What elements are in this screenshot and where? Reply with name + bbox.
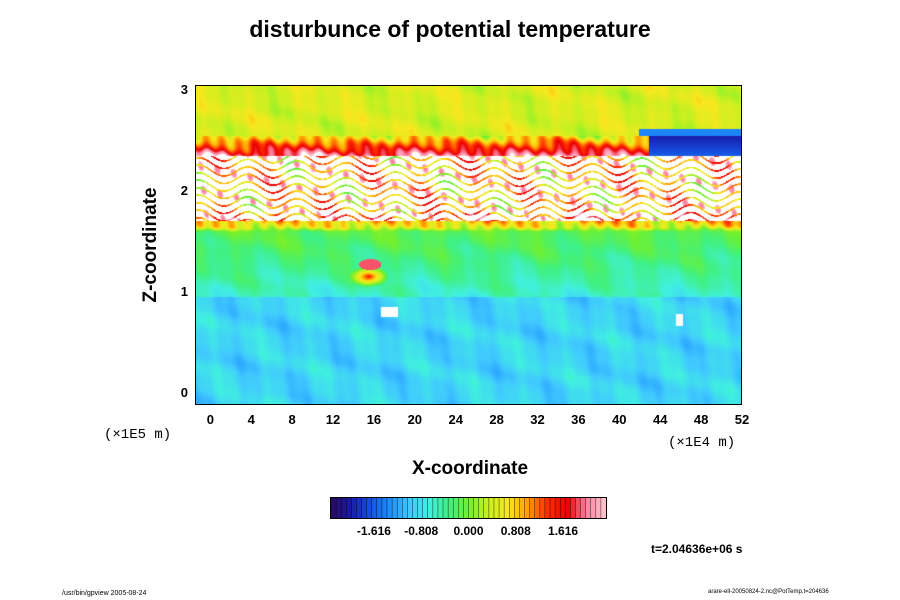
colorbar-swatch (336, 498, 342, 518)
colorbar-swatch (412, 498, 419, 518)
x-tick-label: 8 (288, 412, 296, 427)
colorbar-swatch (407, 498, 413, 518)
colorbar-swatch (331, 498, 337, 518)
chart-title: disturbunce of potential temperature (249, 16, 651, 42)
colorbar-tick-label: -0.808 (404, 524, 439, 538)
colorbar-swatch (387, 498, 393, 518)
colorbar (330, 497, 607, 519)
colorbar-swatch (381, 498, 388, 518)
colorbar-swatch (366, 498, 373, 518)
colorbar-tick-label: 0.000 (453, 524, 484, 538)
x-tick-label: 32 (530, 412, 545, 427)
colorbar-swatch (361, 498, 368, 518)
colorbar-swatch (453, 498, 459, 518)
colorbar-swatch (534, 498, 541, 518)
x-tick-label: 16 (366, 412, 382, 427)
colorbar-swatch (422, 498, 429, 518)
colorbar-swatch (560, 498, 566, 518)
colorbar-swatch (463, 498, 469, 518)
colorbar-swatch (437, 498, 444, 518)
x-tick-label: 24 (448, 412, 463, 427)
colorbar-swatch (600, 498, 607, 518)
x-tick-label: 52 (734, 412, 750, 427)
colorbar-swatch (397, 498, 403, 518)
colorbar-swatch (443, 498, 449, 518)
colorbar-swatch (549, 498, 556, 518)
colorbar-swatch (580, 498, 587, 518)
colorbar-swatch (473, 498, 480, 518)
y-tick-label: 0 (180, 384, 188, 400)
colorbar-swatch (478, 498, 485, 518)
y-axis-unit: (×1E5 m) (104, 427, 172, 443)
x-tick-label: 20 (407, 412, 423, 427)
colorbar-swatch (427, 498, 434, 518)
y-tick-label: 1 (180, 283, 188, 299)
colorbar-swatch (585, 498, 592, 518)
plot-area (195, 85, 742, 405)
x-axis-label: X-coordinate (411, 458, 529, 479)
colorbar-swatch (488, 498, 495, 518)
colorbar-swatch (499, 498, 505, 518)
x-tick-label: 48 (693, 412, 709, 427)
colorbar-swatch (504, 498, 510, 518)
colorbar-swatch (432, 498, 439, 518)
colorbar-swatch (570, 498, 576, 518)
y-tick-label: 2 (180, 182, 188, 198)
colorbar-swatch (509, 498, 515, 518)
colorbar-swatch (346, 498, 352, 518)
colorbar-swatch (371, 498, 378, 518)
colorbar-swatch (590, 498, 597, 518)
y-tick-label: 3 (180, 82, 188, 98)
colorbar-tick-label: -1.616 (356, 524, 391, 538)
colorbar-swatch (519, 498, 526, 518)
time-label: t=2.04636e+06 s (651, 542, 743, 556)
heatmap-field (196, 86, 741, 404)
x-tick-label: 4 (247, 412, 255, 427)
colorbar-tick-label: 0.808 (500, 524, 531, 538)
x-tick-label: 40 (612, 412, 627, 427)
x-axis-unit: (×1E4 m) (668, 435, 736, 451)
colorbar-swatch (356, 498, 363, 518)
colorbar-swatch (595, 498, 602, 518)
x-tick-label: 12 (325, 412, 341, 427)
x-tick-label: 44 (652, 412, 668, 427)
colorbar-swatch (565, 498, 571, 518)
x-tick-label: 28 (489, 412, 504, 427)
colorbar-swatch (468, 498, 475, 518)
colorbar-frame (330, 497, 607, 519)
x-tick-label: 0 (206, 412, 214, 427)
colorbar-swatch (351, 498, 357, 518)
colorbar-swatch (341, 498, 347, 518)
colorbar-swatch (448, 498, 454, 518)
colorbar-swatch (575, 498, 582, 518)
colorbar-swatch (376, 498, 383, 518)
colorbar-swatch (524, 498, 531, 518)
colorbar-swatch (529, 498, 536, 518)
footer-command: /usr/bin/gpview 2005-08-24 (62, 590, 147, 597)
y-axis-label: Z-coordinate (140, 187, 161, 303)
colorbar-swatch (555, 498, 561, 518)
colorbar-swatch (514, 498, 520, 518)
colorbar-swatch (392, 498, 398, 518)
x-tick-label: 36 (571, 412, 586, 427)
colorbar-swatch (417, 498, 424, 518)
colorbar-swatch (402, 498, 408, 518)
colorbar-swatch (544, 498, 551, 518)
colorbar-swatch (493, 498, 500, 518)
colorbar-tick-label: 1.616 (548, 524, 579, 538)
colorbar-swatch (539, 498, 546, 518)
colorbar-swatch (458, 498, 464, 518)
footer-file: arare-ell-20050824-2.nc@PotTemp,t=204636 (708, 589, 829, 595)
colorbar-swatch (483, 498, 490, 518)
